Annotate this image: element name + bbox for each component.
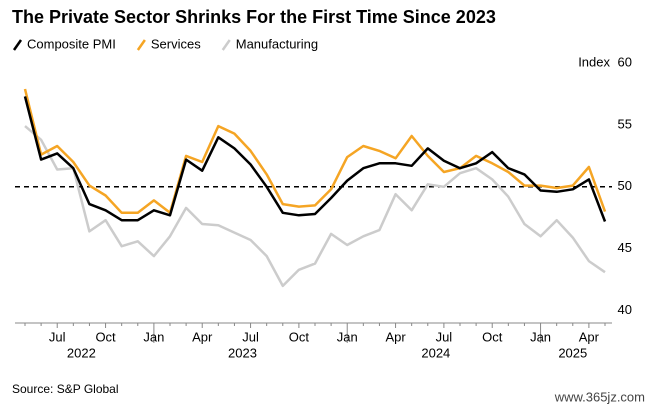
x-tick-label: Oct [289,329,310,344]
y-tick-label: 40 [618,302,632,317]
legend-label: Manufacturing [236,36,318,51]
chart-title: The Private Sector Shrinks For the First… [12,7,496,27]
x-tick-label: Apr [385,329,406,344]
year-label: 2024 [421,345,450,360]
watermark: www.365jz.com [554,389,645,404]
x-tick-label: Jul [436,329,453,344]
y-tick-label: 60 [618,54,632,69]
legend-label: Services [151,36,201,51]
y-tick-label: 50 [618,178,632,193]
x-tick-label: Oct [95,329,116,344]
series-line [24,125,606,288]
x-tick-label: Jan [530,329,551,344]
legend-swatch [12,39,23,51]
x-tick-label: Jul [49,329,66,344]
source: Source: S&P Global [12,382,119,396]
year-label: 2023 [228,345,257,360]
x-tick-label: Jan [143,329,164,344]
y-unit: Index [578,54,610,69]
x-tick-label: Jan [337,329,358,344]
legend-swatch [136,39,146,51]
series-line [23,96,607,222]
x-tick-label: Apr [192,329,213,344]
y-tick-label: 45 [618,240,632,255]
series-line [23,88,607,215]
legend-label: Composite PMI [27,36,116,51]
year-label: 2022 [67,345,96,360]
x-tick-label: Jul [242,329,259,344]
year-label: 2025 [558,345,587,360]
legend-swatch [221,39,231,51]
x-tick-label: Apr [579,329,600,344]
y-tick-label: 55 [618,116,632,131]
x-tick-label: Oct [482,329,503,344]
